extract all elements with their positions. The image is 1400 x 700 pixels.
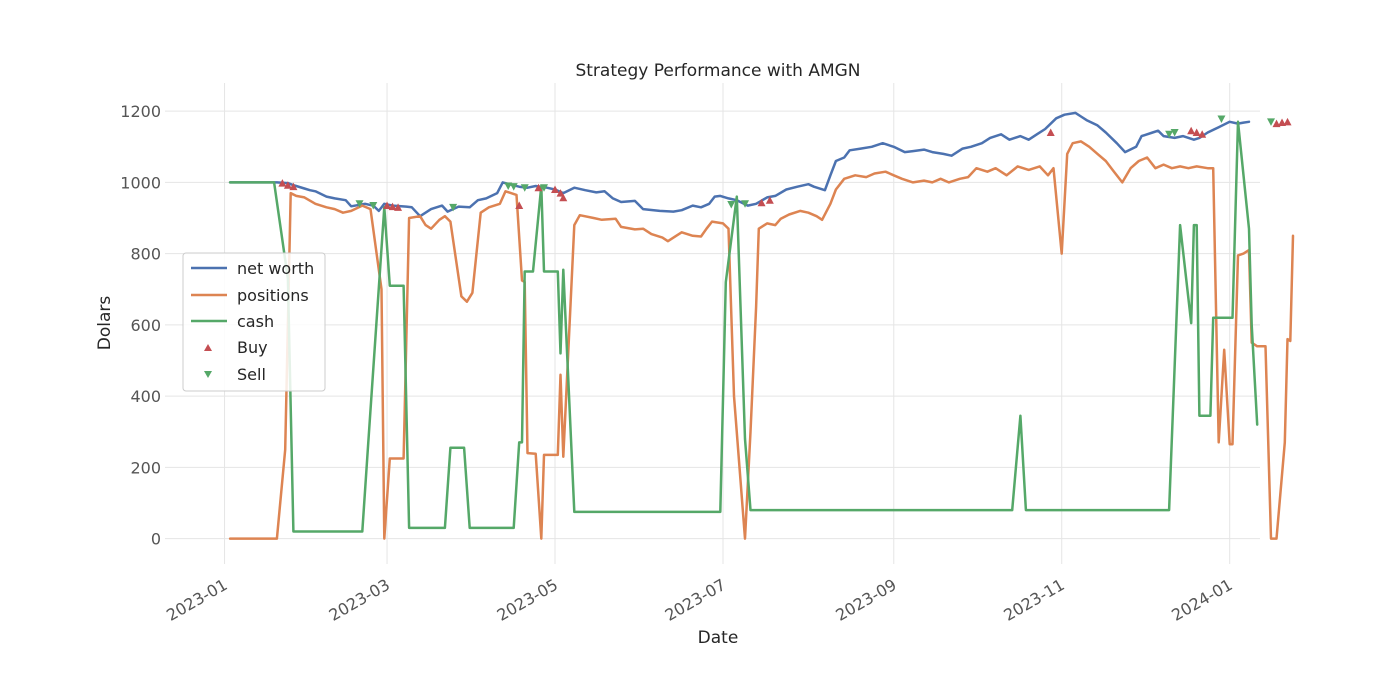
y-tick-label: 600: [130, 316, 161, 335]
y-tick-label: 1200: [120, 102, 161, 121]
legend-label-cash: cash: [237, 312, 274, 331]
legend-label-buy: Buy: [237, 338, 268, 357]
x-axis-title: Date: [698, 628, 739, 648]
legend: net worth positions cash Buy Sell: [183, 253, 325, 391]
chart-title: Strategy Performance with AMGN: [575, 61, 860, 81]
legend-label-positions: positions: [237, 286, 309, 305]
y-axis-title: Dolars: [95, 296, 115, 351]
y-tick-label: 200: [130, 458, 161, 477]
legend-label-sell: Sell: [237, 365, 266, 384]
y-tick-label: 0: [151, 530, 161, 549]
y-tick-label: 400: [130, 387, 161, 406]
legend-label-net-worth: net worth: [237, 259, 314, 278]
y-tick-label: 1000: [120, 173, 161, 192]
y-tick-label: 800: [130, 245, 161, 264]
